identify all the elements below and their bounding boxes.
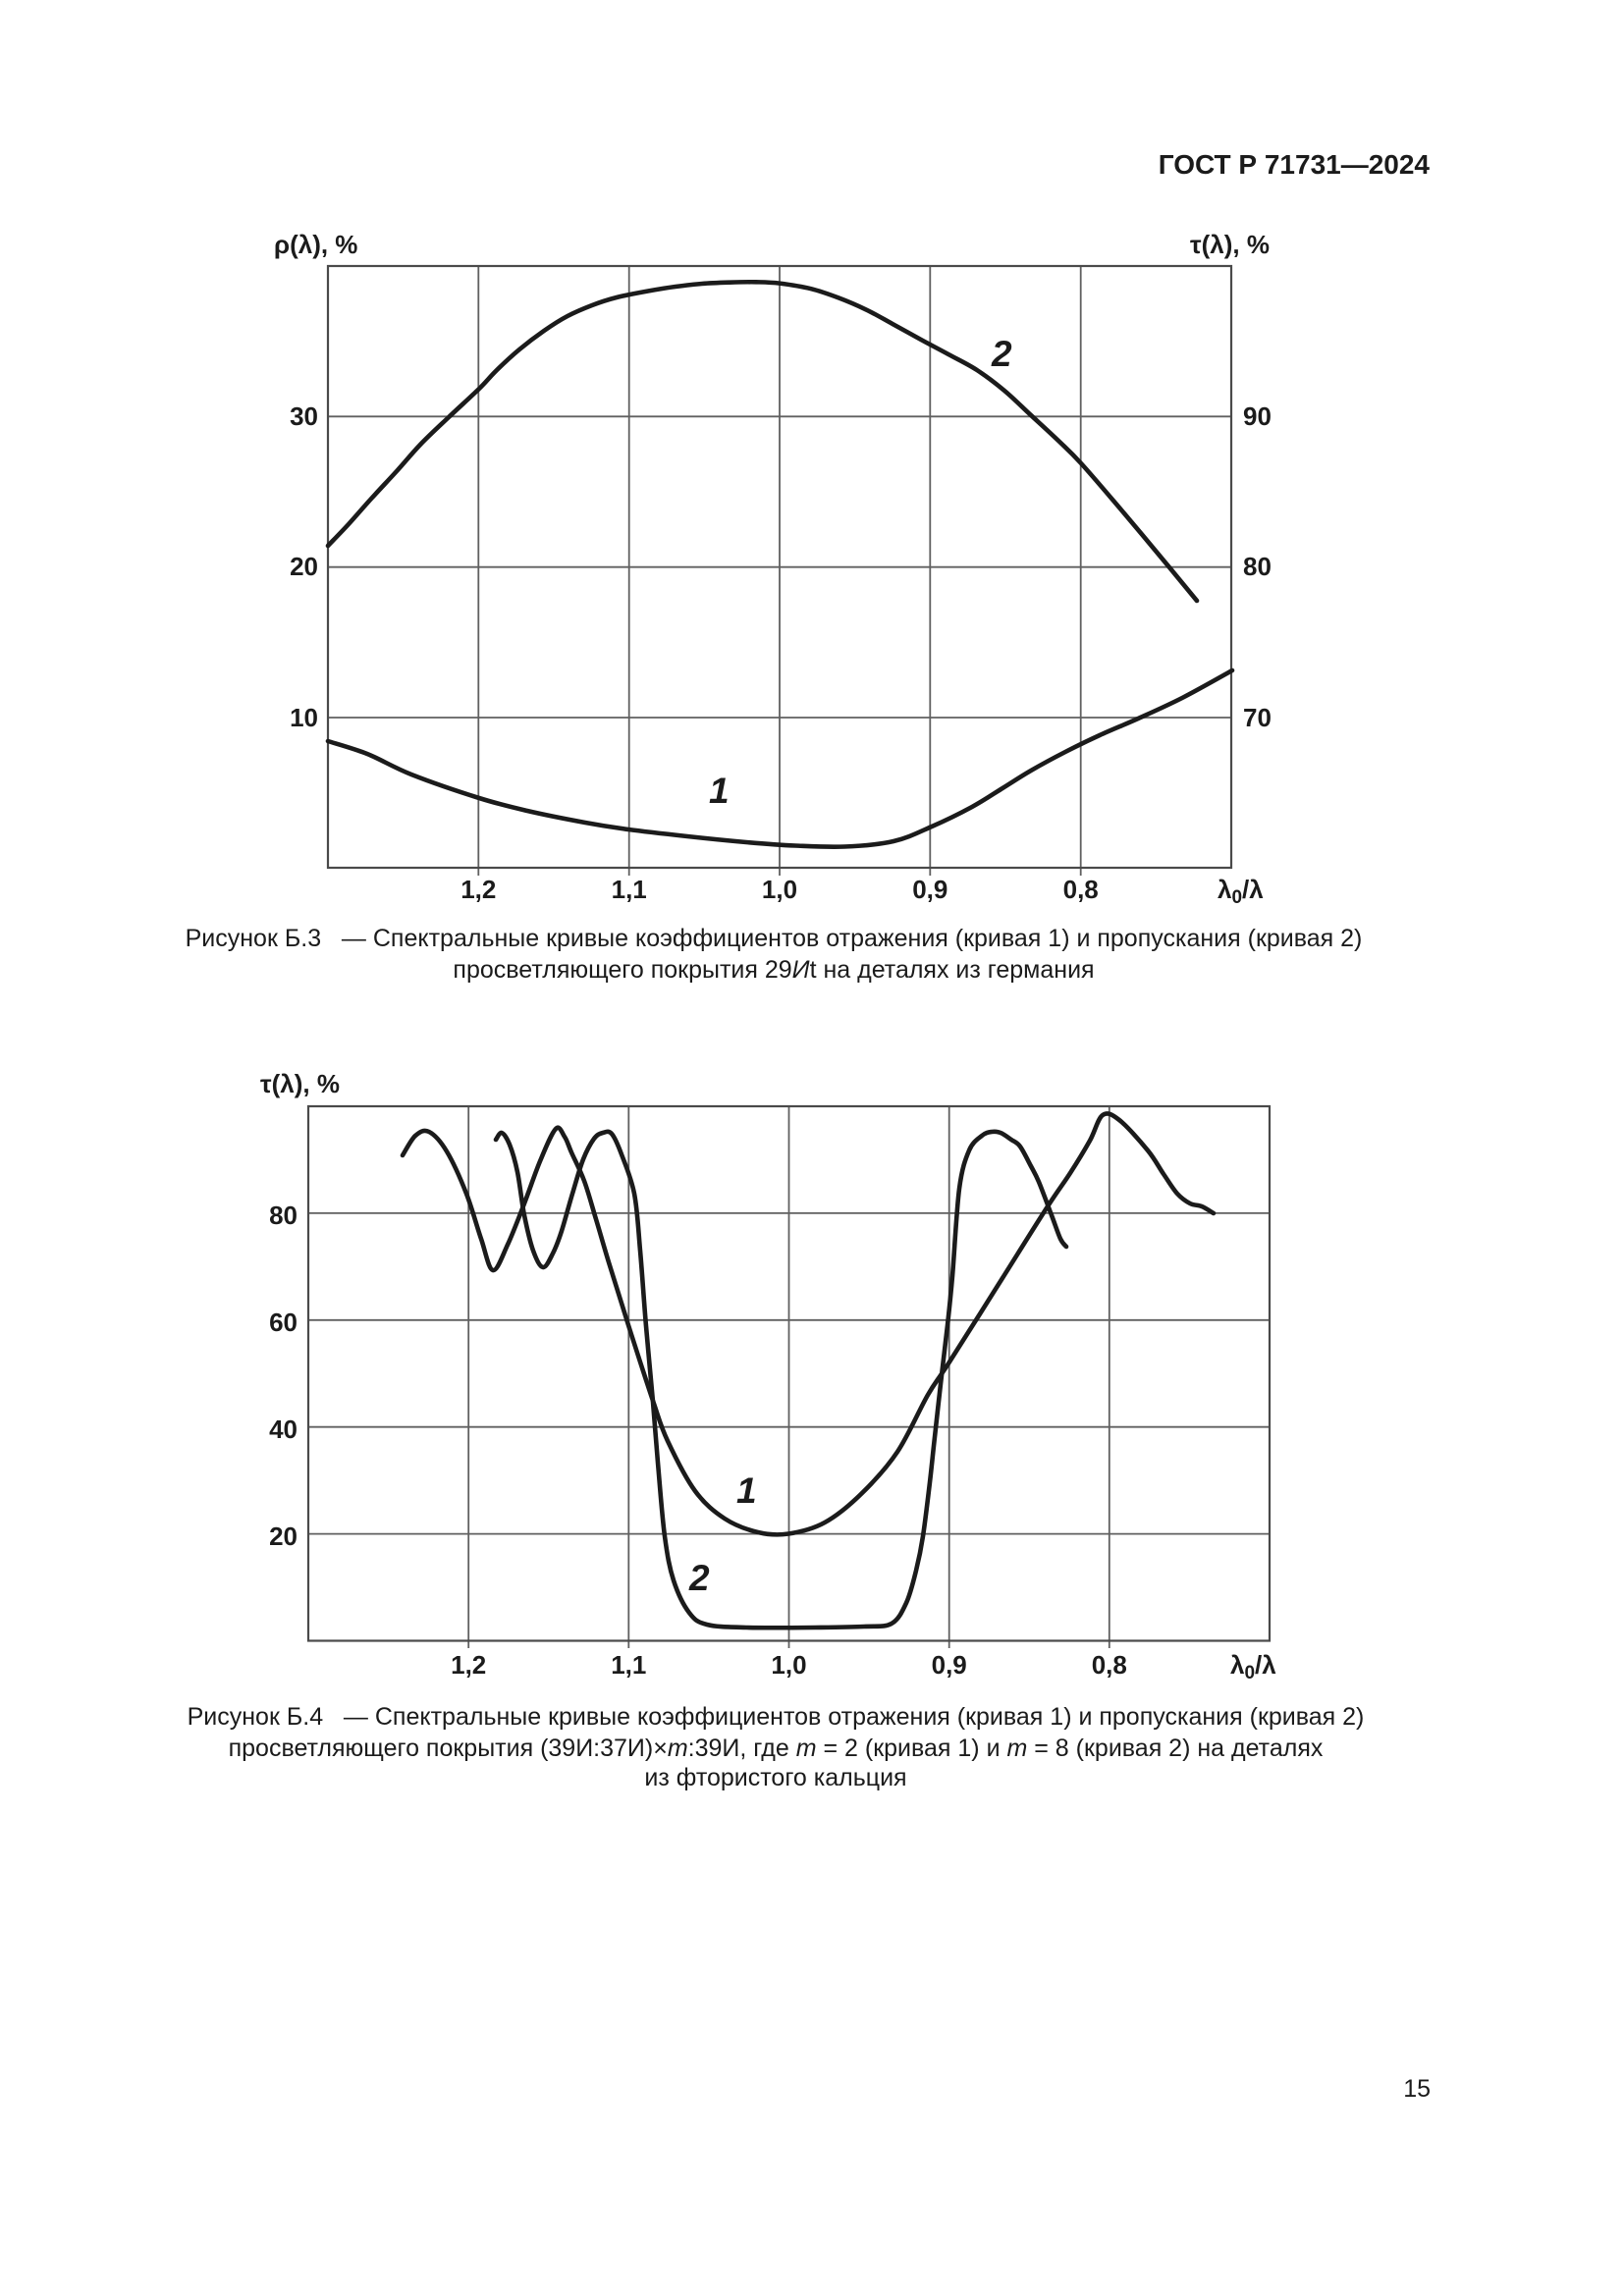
svg-text:1,1: 1,1 [612, 875, 647, 904]
svg-text:70: 70 [1243, 703, 1272, 732]
svg-text:0,8: 0,8 [1063, 875, 1099, 904]
svg-text:просветляющего покрытия 29Иt н: просветляющего покрытия 29Иt на деталях … [453, 956, 1094, 984]
svg-text:1: 1 [736, 1470, 757, 1511]
svg-text:1,1: 1,1 [611, 1650, 646, 1680]
svg-text:2: 2 [688, 1558, 710, 1598]
svg-text:ГОСТ Р 71731—2024: ГОСТ Р 71731—2024 [1159, 149, 1431, 180]
svg-text:20: 20 [290, 552, 318, 581]
svg-text:40: 40 [269, 1415, 298, 1444]
svg-text:просветляющего покрытия (39И:3: просветляющего покрытия (39И:37И)×m:39И,… [229, 1735, 1324, 1762]
svg-text:ρ(λ), %: ρ(λ), % [274, 230, 357, 259]
svg-text:из фтористого кальция: из фтористого кальция [644, 1764, 906, 1791]
svg-text:80: 80 [269, 1201, 298, 1230]
svg-text:λ0/λ: λ0/λ [1218, 875, 1264, 908]
svg-text:30: 30 [290, 401, 318, 431]
svg-text:τ(λ), %: τ(λ), % [1190, 230, 1270, 259]
svg-text:1: 1 [709, 771, 730, 811]
svg-text:τ(λ), %: τ(λ), % [260, 1069, 340, 1098]
svg-text:60: 60 [269, 1308, 298, 1337]
svg-text:20: 20 [269, 1522, 298, 1551]
svg-text:2: 2 [991, 334, 1012, 374]
svg-text:0,8: 0,8 [1092, 1650, 1127, 1680]
svg-text:0,9: 0,9 [932, 1650, 967, 1680]
svg-text:Рисунок Б.3 — Спектральные к: Рисунок Б.3 — Спектральные кривые коэффи… [186, 925, 1363, 952]
svg-text:15: 15 [1403, 2075, 1431, 2103]
svg-text:λ0/λ: λ0/λ [1230, 1650, 1276, 1683]
svg-text:90: 90 [1243, 401, 1272, 431]
svg-text:1,2: 1,2 [451, 1650, 486, 1680]
svg-text:0,9: 0,9 [912, 875, 947, 904]
svg-text:1,2: 1,2 [460, 875, 496, 904]
svg-text:Рисунок Б.4 — Спектральные к: Рисунок Б.4 — Спектральные кривые коэффи… [188, 1703, 1365, 1731]
svg-text:1,0: 1,0 [762, 875, 797, 904]
svg-text:10: 10 [290, 703, 318, 732]
svg-text:80: 80 [1243, 552, 1272, 581]
svg-text:1,0: 1,0 [771, 1650, 806, 1680]
